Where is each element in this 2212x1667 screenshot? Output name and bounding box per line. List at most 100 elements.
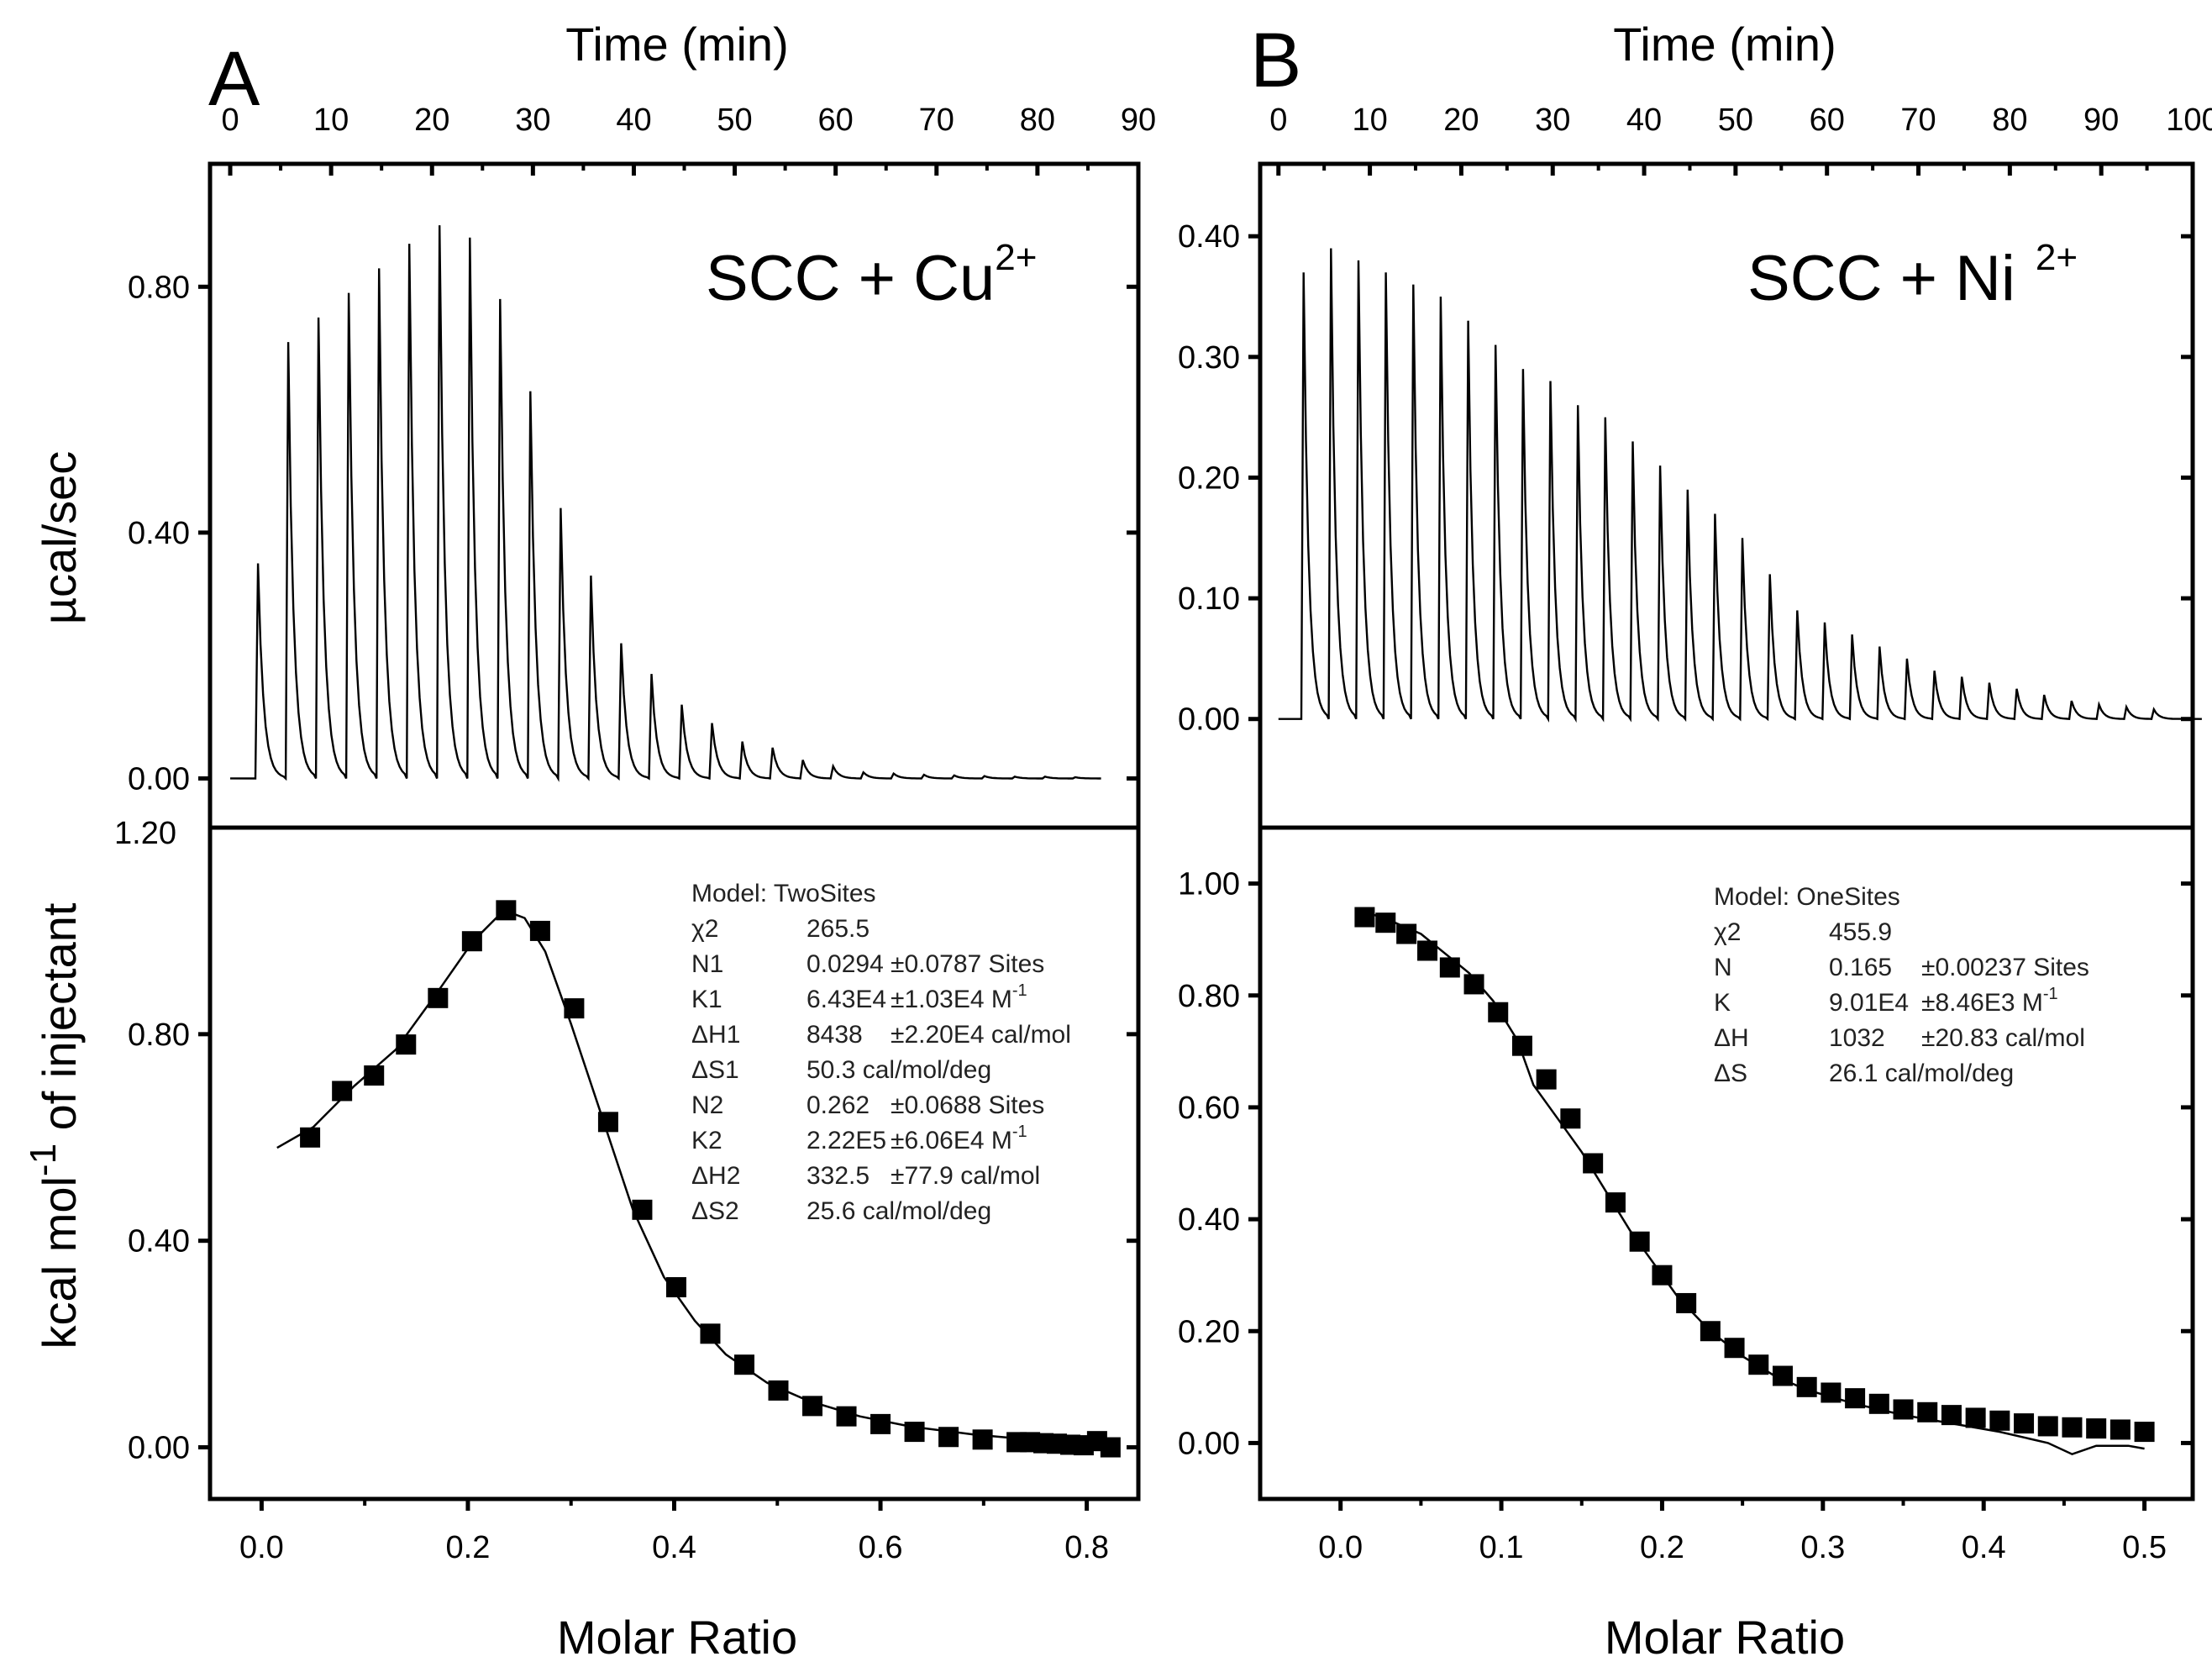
y-tick-label: 0.00 [128,1431,190,1466]
data-point [364,1065,385,1086]
fit-result-label: N [1714,954,1732,981]
panel-a-time-axis-title: Time (min) [565,18,788,71]
fit-result-label: χ2 [1714,918,1741,946]
fit-result-label: χ2 [691,915,718,943]
panel-letter-a: A [208,36,260,122]
x-tick-label: 60 [818,103,854,138]
x-tick-label: 0.4 [652,1530,696,1565]
x-tick-label: 0.4 [1962,1530,2006,1565]
panel-letter-b: B [1250,18,1301,103]
x-tick-label: 10 [1352,103,1387,138]
data-point [836,1406,857,1427]
data-point [1375,912,1396,933]
y-tick-label: 0.40 [128,1224,190,1259]
y-tick-label: 0.60 [1178,1091,1240,1126]
data-point [1511,1035,1532,1056]
data-point [2110,1419,2131,1440]
thermogram-line [230,225,1101,782]
data-point [1796,1376,1817,1397]
fit-result-label: ΔS1 [691,1056,739,1084]
panel-b-compound-title: SCC + Ni 2+ [1747,237,2078,314]
data-point [529,920,550,941]
fit-result-label: K [1714,989,1731,1017]
data-point [496,900,517,921]
fit-result-label: Model: TwoSites [691,880,876,907]
y-tick-label: 0.40 [1178,219,1240,255]
data-point [700,1323,721,1344]
y-tick-label: 0.20 [1178,1314,1240,1349]
fit-result-error: ±0.0688 Sites [891,1091,1044,1119]
y-tick-label: 0.80 [1178,979,1240,1014]
panel-a-raw-y-axis-title: µcal/sec [33,451,86,625]
data-point [597,1112,618,1133]
x-tick-label: 0 [1269,103,1287,138]
data-point [2037,1416,2058,1437]
fit-result-unit-superscript: -1 [2043,985,2058,1003]
panel-a-extra-tick-label: 1.20 [114,816,176,851]
x-tick-label: 80 [1020,103,1055,138]
fit-result-label: Model: OneSites [1714,883,1900,911]
x-tick-label: 0.3 [1800,1530,1845,1565]
fit-result-error: ±2.20E4 cal/mol [891,1021,1071,1049]
fit-result-value: 26.1 cal/mol/deg [1829,1060,2014,1087]
data-point [1821,1382,1842,1403]
fit-result-label: N1 [691,950,723,978]
data-point [1396,923,1417,944]
x-tick-label: 70 [1900,103,1936,138]
x-tick-label: 90 [1121,103,1156,138]
x-tick-label: 0 [221,103,239,138]
fit-result-label: N2 [691,1091,723,1119]
x-tick-label: 100 [2166,103,2212,138]
x-tick-label: 80 [1992,103,2027,138]
thermogram-line [1278,248,2202,723]
fit-result-error: ±20.83 cal/mol [1921,1024,2085,1052]
plot-a-raw-thermogram: 0 10 20 30 40 50 60 70 80 90 0.00 0.40 0.80 [128,103,1156,830]
fit-result-value: 2.22E5 [807,1127,886,1154]
panel-b-molar-axis-title: Molar Ratio [1605,1611,1845,1664]
panel-a-compound-title: SCC + Cu2+ [706,237,1037,314]
fit-result-unit-superscript: -1 [1012,1123,1027,1141]
data-point [768,1380,789,1401]
x-tick-label: 50 [717,103,752,138]
data-point [1868,1393,1889,1414]
x-tick-label: 0.2 [1640,1530,1684,1565]
fit-result-value: 9.01E4 [1829,989,1909,1017]
data-point [1439,957,1460,978]
data-point [1417,940,1438,961]
data-point [665,1277,686,1298]
fit-result-value: 0.262 [807,1091,870,1119]
x-tick-label: 60 [1810,103,1845,138]
data-point [564,998,585,1019]
plot-a-binding-isotherm: 0.0 0.2 0.4 0.6 0.8 0.00 0.40 0.80 Model: TwoSit… [128,825,1141,1565]
y-tick-label: 0.40 [128,516,190,551]
fit-result-value: 0.0294 [807,950,884,978]
y-tick-label: 0.80 [128,270,190,305]
x-tick-label: 10 [313,103,349,138]
fit-result-value: 332.5 [807,1162,870,1190]
data-point [2014,1413,2035,1434]
fit-result-label: ΔH1 [691,1021,740,1049]
data-point [428,987,449,1008]
x-tick-label: 40 [616,103,651,138]
fit-result-value: 1032 [1829,1024,1885,1052]
x-tick-label: 0.8 [1064,1530,1109,1565]
x-tick-label: 0.2 [446,1530,491,1565]
fit-result-error: ±77.9 cal/mol [891,1162,1040,1190]
x-tick-label: 0.0 [239,1530,284,1565]
x-tick-label: 30 [1535,103,1570,138]
data-point [1941,1405,1962,1426]
fit-result-value: 25.6 cal/mol/deg [807,1197,991,1225]
x-tick-label: 70 [919,103,954,138]
fit-result-value: 50.3 cal/mol/deg [807,1056,991,1084]
data-point [1100,1437,1121,1458]
x-tick-label: 0.0 [1318,1530,1363,1565]
fit-result-label: ΔS [1714,1060,1747,1087]
fit-result-label: ΔS2 [691,1197,739,1225]
fit-result-unit-superscript: -1 [1012,981,1027,1000]
data-point [1989,1410,2010,1431]
data-point [1965,1407,1986,1428]
data-point [1488,1002,1509,1023]
y-tick-label: 0.00 [1178,1426,1240,1461]
data-point [733,1354,754,1375]
data-point [938,1427,959,1448]
